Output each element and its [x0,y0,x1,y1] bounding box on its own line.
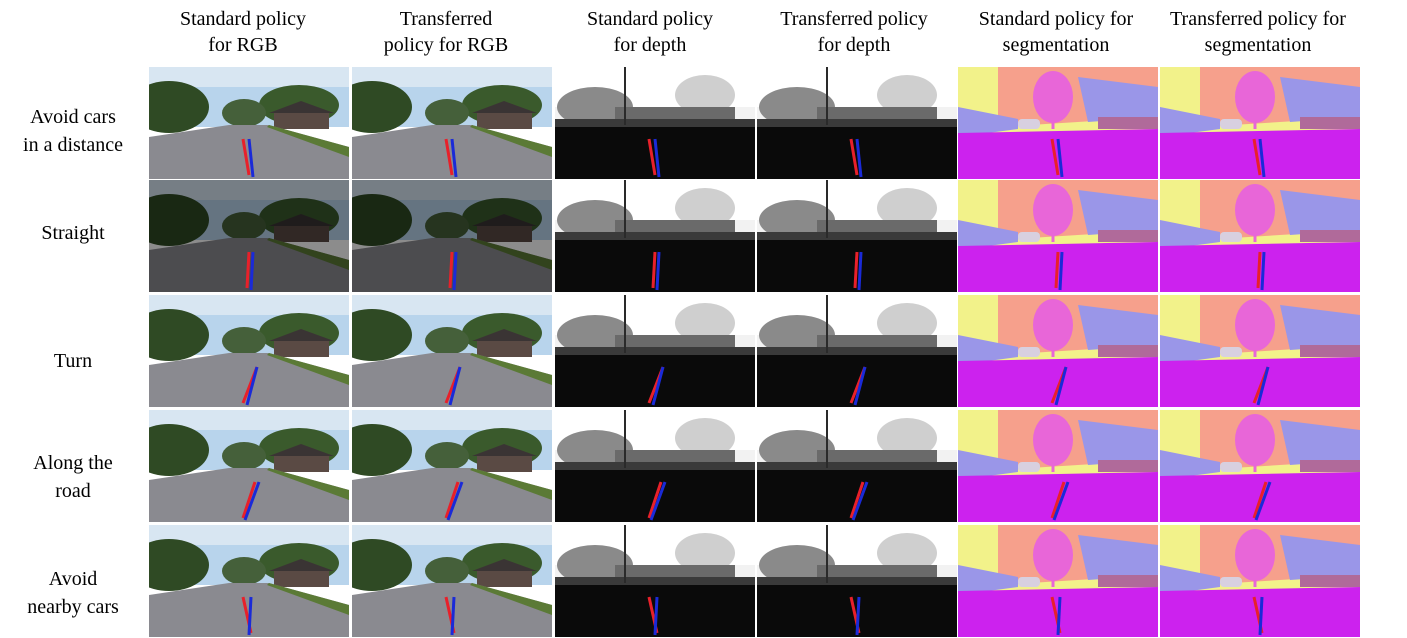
steering-line-transferred [655,251,661,291]
thumbnail-r1-c6 [1160,67,1360,179]
steering-line-standard [1252,138,1262,176]
steering-line-standard [849,481,865,519]
thumbnail-r5-c5 [958,525,1158,637]
thumbnail-r5-c2 [352,525,552,637]
steering-line-standard [444,481,460,519]
steering-line-standard [1252,481,1268,519]
thumbnail-r5-c3 [555,525,755,637]
steering-line-transferred [857,251,863,291]
steering-line-standard [647,481,663,519]
header-transferred-depth: Transferred policy for depth [780,8,928,56]
steering-line-standard [1050,481,1066,519]
steering-line-transferred [855,596,861,636]
steering-line-standard [444,138,454,176]
steering-line-transferred [1258,596,1264,636]
steering-line-transferred [446,481,464,521]
header-transferred-rgb: Transferred policy for RGB [383,8,509,56]
thumbnail-r2-c4 [757,180,957,292]
steering-line-transferred [448,366,462,406]
thumbnail-r1-c2 [352,67,552,179]
steering-line-transferred [450,138,458,178]
row-label-turn: Turn [53,350,93,372]
thumbnail-r4-c4 [757,410,957,522]
steering-line-transferred [1256,366,1270,406]
thumbnail-r5-c4 [757,525,957,637]
steering-line-transferred [247,596,253,636]
steering-line-transferred [245,366,259,406]
thumbnail-r1-c3 [555,67,755,179]
thumbnail-r2-c3 [555,180,755,292]
thumbnail-r3-c6 [1160,295,1360,407]
steering-line-transferred [1254,481,1272,521]
steering-line-transferred [1258,138,1266,178]
steering-line-transferred [1052,481,1070,521]
thumbnail-r3-c3 [555,295,755,407]
steering-line-transferred [1056,138,1064,178]
thumbnail-r2-c5 [958,180,1158,292]
row-label-straight: Straight [41,222,105,244]
thumbnail-r4-c6 [1160,410,1360,522]
steering-line-standard [1054,251,1060,289]
row-label-along-road: Along the road [33,452,113,502]
steering-line-standard [241,481,257,519]
steering-line-transferred [653,596,659,636]
steering-line-transferred [653,138,661,178]
steering-line-transferred [452,251,458,291]
steering-line-transferred [1260,251,1266,291]
header-transferred-seg: Transferred policy for segmentation [1170,8,1346,56]
steering-line-transferred [855,138,863,178]
steering-line-transferred [649,481,667,521]
thumbnail-r1-c4 [757,67,957,179]
steering-line-standard [1050,138,1060,176]
steering-line-standard [1256,251,1262,289]
steering-line-transferred [1056,596,1062,636]
header-standard-depth: Standard policy for depth [586,8,714,56]
thumbnail-r3-c2 [352,295,552,407]
thumbnail-r3-c1 [149,295,349,407]
header-standard-seg: Standard policy for segmentation [978,8,1134,56]
steering-line-transferred [450,596,456,636]
thumbnail-r1-c5 [958,67,1158,179]
thumbnail-r2-c1 [149,180,349,292]
thumbnail-r5-c6 [1160,525,1360,637]
thumbnail-r2-c2 [352,180,552,292]
steering-line-transferred [247,138,255,178]
thumbnail-r2-c6 [1160,180,1360,292]
steering-line-transferred [243,481,261,521]
steering-line-standard [241,138,251,176]
thumbnail-r3-c4 [757,295,957,407]
thumbnail-r4-c2 [352,410,552,522]
steering-line-transferred [1054,366,1068,406]
thumbnail-r1-c1 [149,67,349,179]
row-label-avoid-distance: Avoid cars in a distance [23,106,123,156]
steering-line-standard [245,251,251,289]
steering-line-transferred [651,366,665,406]
thumbnail-r3-c5 [958,295,1158,407]
steering-line-transferred [1058,251,1064,291]
steering-line-standard [448,251,454,289]
thumbnail-r4-c5 [958,410,1158,522]
header-standard-rgb: Standard policy for RGB [179,8,307,56]
thumbnail-r5-c1 [149,525,349,637]
steering-line-standard [647,138,657,176]
steering-line-standard [849,138,859,176]
steering-line-transferred [249,251,255,291]
thumbnail-r4-c3 [555,410,755,522]
steering-line-standard [651,251,657,289]
row-label-avoid-nearby: Avoid nearby cars [27,568,119,618]
steering-line-transferred [853,366,867,406]
steering-line-standard [853,251,859,289]
steering-line-transferred [851,481,869,521]
thumbnail-r4-c1 [149,410,349,522]
